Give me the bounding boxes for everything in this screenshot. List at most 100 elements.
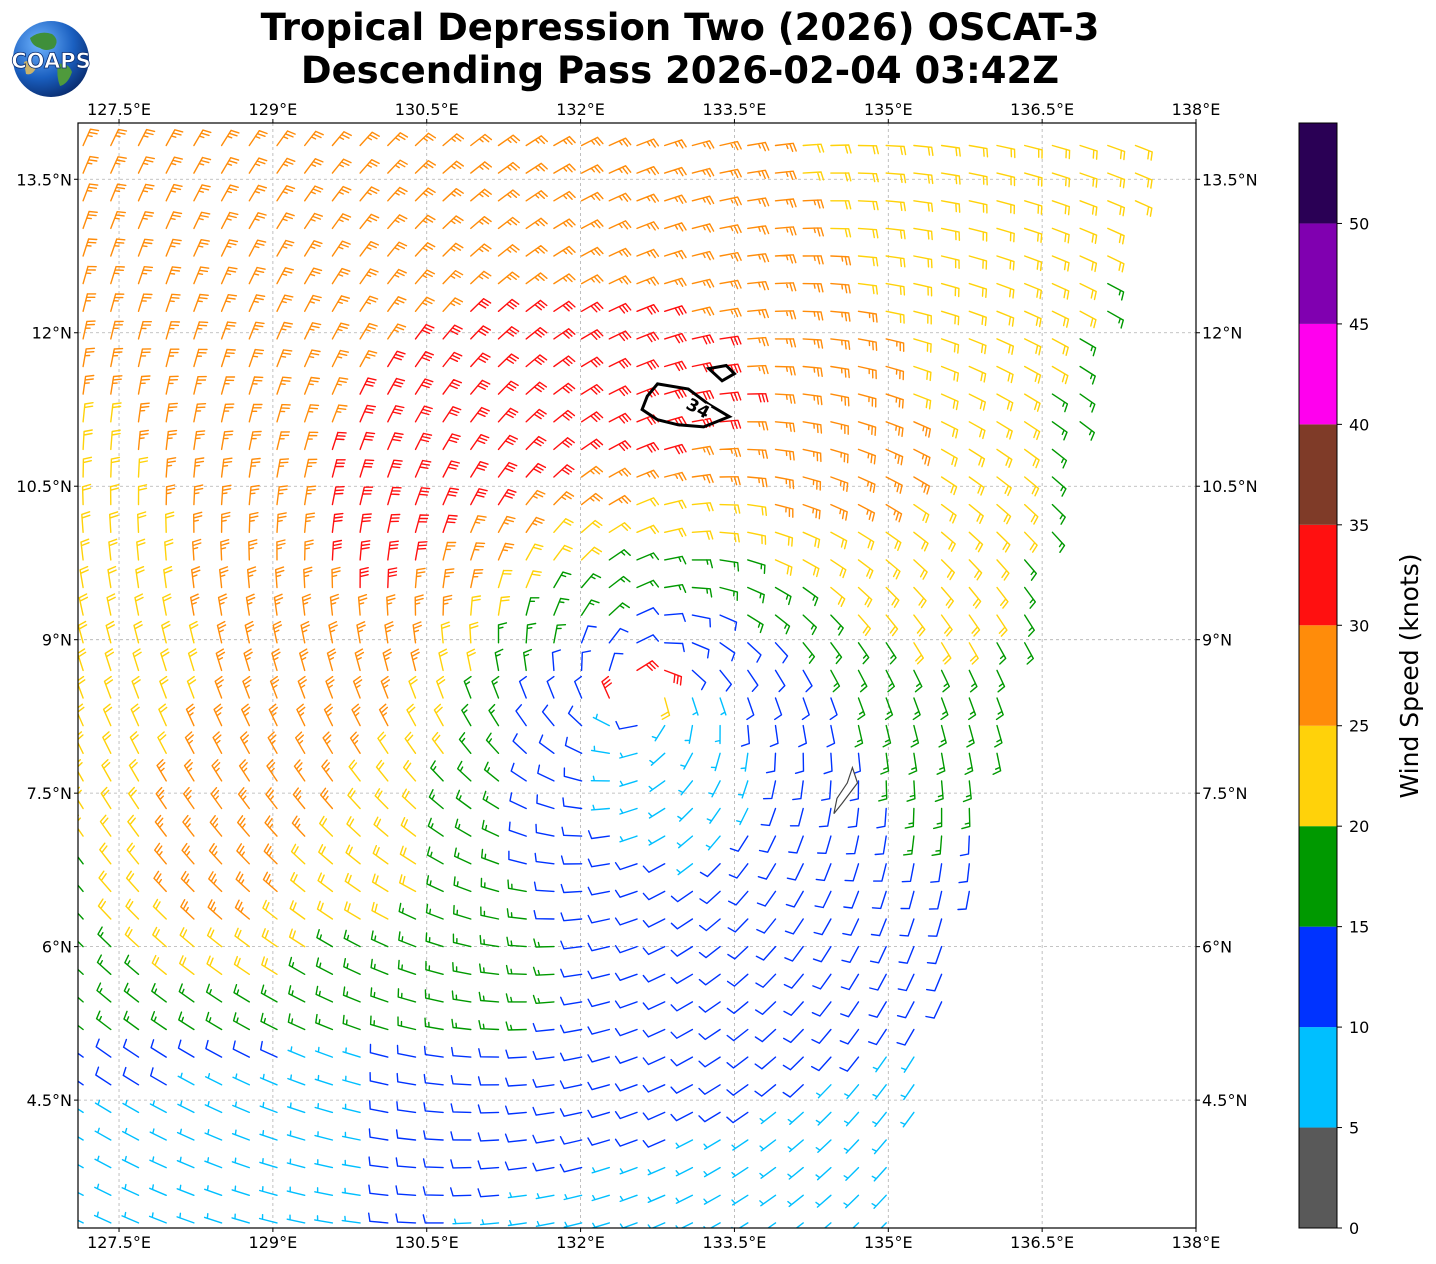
wind-barb: [442, 594, 453, 616]
wind-barb: [619, 752, 638, 759]
wind-barb: [636, 579, 660, 589]
wind-barb: [580, 599, 600, 616]
wind-barb: [399, 874, 417, 893]
wind-barb: [857, 614, 871, 636]
wind-barb: [427, 817, 444, 837]
wind-barb: [913, 365, 932, 382]
wind-barb: [636, 221, 660, 231]
wind-barb: [1051, 255, 1070, 272]
wind-barb: [614, 1083, 638, 1092]
wind-barb: [479, 963, 500, 975]
wind-barb: [747, 586, 765, 604]
wind-barb: [940, 365, 959, 382]
wind-barb: [680, 752, 694, 770]
wind-barb: [759, 1139, 777, 1152]
wind-barb: [512, 733, 527, 754]
wind-barb: [397, 1016, 417, 1031]
wind-barb: [480, 906, 500, 920]
wind-barb: [452, 962, 472, 975]
wind-barb: [830, 310, 851, 322]
wind-barb: [121, 1211, 140, 1224]
wind-barb: [220, 403, 235, 423]
wind-barb: [288, 985, 306, 1003]
wind-barb: [587, 998, 610, 1008]
wind-barb: [940, 172, 961, 185]
lon-tick-label-bottom: 136.5°E: [1010, 1233, 1074, 1252]
wind-barb: [387, 377, 406, 395]
wind-barb: [574, 675, 583, 699]
lon-tick-label-bottom: 133.5°E: [702, 1233, 766, 1252]
wind-barb: [341, 1131, 361, 1141]
wind-barb: [244, 620, 255, 644]
wind-barb: [1024, 586, 1036, 609]
wind-barb: [193, 129, 212, 147]
wind-barb: [608, 602, 630, 616]
wind-barb: [368, 1184, 389, 1196]
wind-barb: [188, 620, 199, 644]
wind-barb: [414, 594, 424, 616]
wind-barb: [614, 1000, 638, 1009]
wind-barb: [636, 276, 660, 286]
wind-barb: [580, 492, 603, 506]
wind-barb: [193, 348, 208, 368]
wind-barb: [802, 227, 824, 237]
wind-barb: [727, 918, 749, 933]
wind-barb: [248, 157, 268, 174]
wind-barb: [304, 322, 322, 340]
colorbar-tick-label: 5: [1349, 1119, 1359, 1138]
wind-barb: [300, 621, 310, 644]
wind-barb: [455, 789, 472, 810]
wind-barb: [137, 156, 155, 174]
wind-barb: [728, 890, 749, 906]
wind-barb: [323, 703, 334, 727]
wind-barb: [996, 200, 1015, 215]
wind-barb: [331, 539, 343, 561]
wind-barb: [676, 863, 694, 876]
wind-barb: [968, 669, 978, 693]
wind-barb: [587, 1026, 610, 1035]
wind-barb: [553, 382, 576, 395]
wind-barb: [636, 634, 659, 644]
wind-barb: [608, 385, 632, 397]
wind-barb: [505, 1105, 527, 1115]
wind-barb: [691, 614, 711, 628]
wind-barb: [204, 1101, 223, 1114]
wind-barb: [440, 621, 451, 644]
wind-barb: [561, 826, 583, 837]
wind-barb: [233, 955, 250, 975]
wind-barb: [608, 302, 632, 314]
wind-barb: [1024, 282, 1042, 300]
wind-barb: [740, 724, 750, 747]
wind-barb: [159, 675, 169, 699]
wind-barb: [913, 531, 929, 552]
wind-barb: [359, 404, 376, 423]
wind-barb: [507, 1192, 527, 1199]
wind-barb: [328, 621, 338, 644]
wind-barb: [297, 675, 307, 699]
wind-barb: [691, 559, 713, 569]
wind-barb: [359, 431, 376, 451]
wind-barb: [726, 1111, 749, 1124]
wind-barb: [802, 614, 817, 636]
wind-barb: [193, 511, 203, 533]
wind-barb: [648, 780, 666, 792]
wind-barb: [525, 190, 548, 202]
wind-barb: [553, 245, 576, 257]
wind-barb: [913, 503, 930, 524]
wind-barb: [422, 1158, 444, 1169]
wind-barb: [122, 1066, 140, 1086]
wind-barb: [872, 1056, 887, 1073]
wind-barb: [747, 531, 767, 545]
wind-barb: [938, 724, 947, 748]
wind-barb: [82, 320, 96, 340]
wind-barb: [926, 945, 943, 965]
wind-barb: [497, 271, 520, 285]
wind-barb: [903, 835, 915, 856]
wind-barb: [241, 703, 251, 727]
wind-barb: [699, 890, 721, 905]
wind-barb: [414, 351, 434, 368]
wind-barb: [1024, 144, 1043, 159]
wind-barb: [267, 731, 278, 754]
wind-barb: [299, 648, 309, 672]
wind-barb: [904, 807, 915, 829]
